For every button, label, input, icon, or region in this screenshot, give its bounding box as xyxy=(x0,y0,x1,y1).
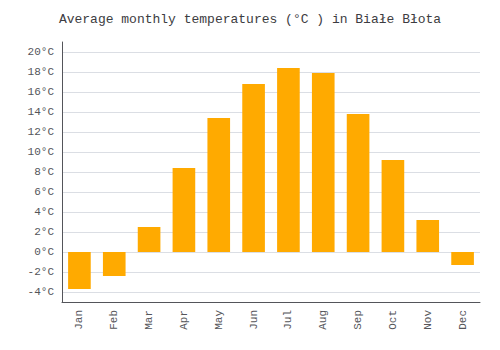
svg-text:16°C: 16°C xyxy=(28,86,55,98)
svg-text:-4°C: -4°C xyxy=(28,286,55,298)
svg-text:-2°C: -2°C xyxy=(28,266,55,278)
svg-text:4°C: 4°C xyxy=(34,206,54,218)
svg-text:14°C: 14°C xyxy=(28,106,55,118)
svg-text:18°C: 18°C xyxy=(28,66,55,78)
svg-text:Sep: Sep xyxy=(352,310,364,330)
svg-text:10°C: 10°C xyxy=(28,146,55,158)
svg-text:12°C: 12°C xyxy=(28,126,55,138)
svg-text:Jan: Jan xyxy=(73,310,85,330)
svg-text:2°C: 2°C xyxy=(34,226,54,238)
svg-text:Feb: Feb xyxy=(108,310,120,330)
svg-text:Dec: Dec xyxy=(457,310,469,330)
svg-text:20°C: 20°C xyxy=(28,46,55,58)
svg-text:Oct: Oct xyxy=(387,310,399,330)
svg-text:Aug: Aug xyxy=(317,310,329,330)
svg-text:6°C: 6°C xyxy=(34,186,54,198)
svg-text:Jun: Jun xyxy=(248,310,260,330)
svg-text:Apr: Apr xyxy=(178,310,190,330)
svg-text:0°C: 0°C xyxy=(34,246,54,258)
svg-text:May: May xyxy=(213,310,225,330)
svg-text:Mar: Mar xyxy=(143,310,155,330)
svg-text:Average monthly temperatures (: Average monthly temperatures (°C ) in Bi… xyxy=(59,12,441,27)
svg-text:8°C: 8°C xyxy=(34,166,54,178)
svg-text:Jul: Jul xyxy=(282,310,294,330)
svg-text:Nov: Nov xyxy=(422,310,434,330)
